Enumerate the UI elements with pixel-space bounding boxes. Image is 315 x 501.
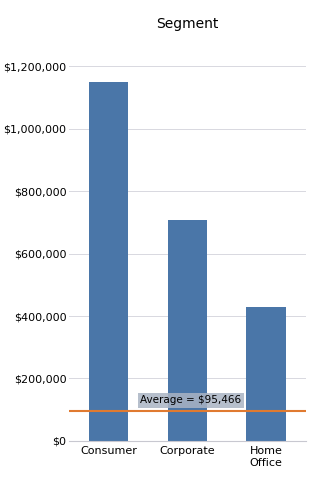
Bar — [247, 307, 286, 441]
Bar — [168, 220, 207, 441]
Bar — [89, 83, 129, 441]
Text: Average = $95,466: Average = $95,466 — [140, 395, 241, 405]
Title: Segment: Segment — [156, 17, 219, 31]
